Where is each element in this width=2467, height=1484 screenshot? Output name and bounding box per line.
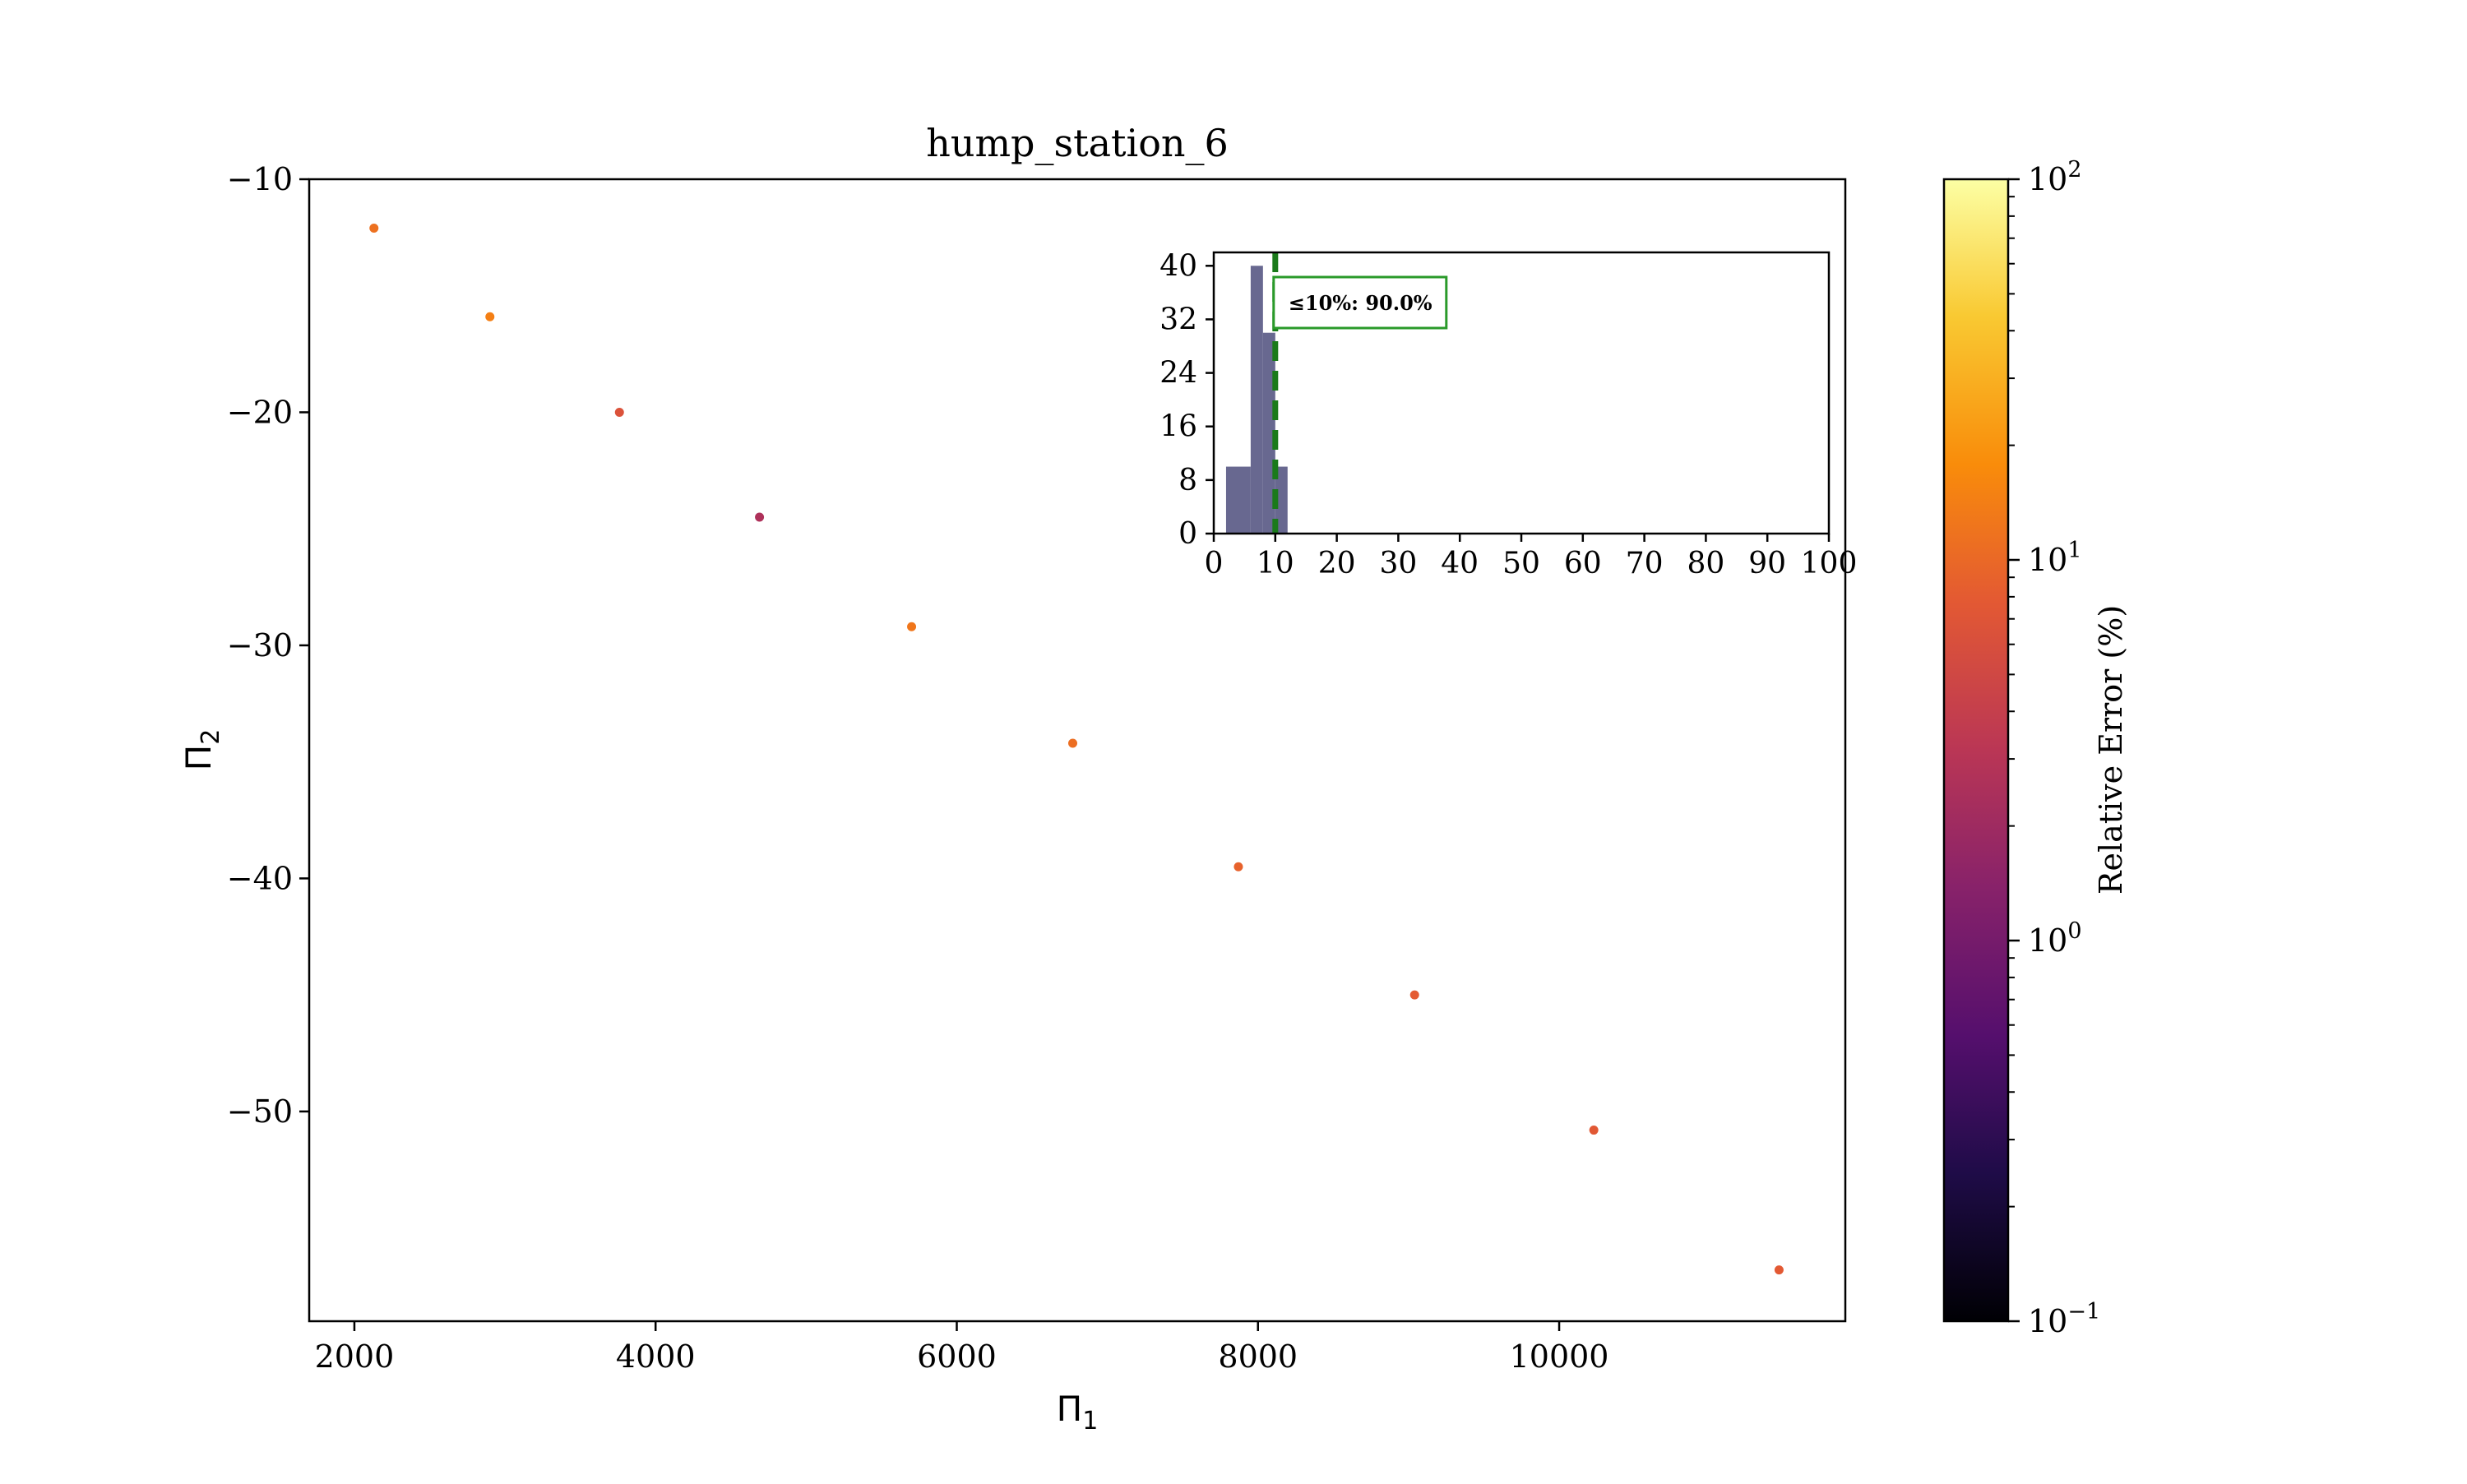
main-scatter-plot: hump_station_6 2000 4000 6000 8000 10000 −10… bbox=[178, 121, 1847, 1435]
y-axis-label: Π2 bbox=[178, 729, 225, 771]
colorbar-gradient bbox=[1944, 179, 2008, 1321]
inset-x-tick-label: 60 bbox=[1564, 547, 1602, 580]
x-tick-label: 6000 bbox=[917, 1338, 997, 1375]
inset-histogram: ≤10%: 90.0% 0 10 20 30 40 50 60 70 80 90 100 0 8 16 2… bbox=[1159, 249, 1857, 580]
scatter-point bbox=[1589, 1126, 1599, 1135]
inset-y-tick-label: 0 bbox=[1178, 517, 1197, 551]
histogram-bar bbox=[1225, 466, 1251, 534]
x-axis-label: Π1 bbox=[1057, 1389, 1099, 1435]
scatter-point bbox=[1774, 1265, 1784, 1275]
inset-x-tick-label: 40 bbox=[1441, 547, 1479, 580]
histogram-bars bbox=[1225, 266, 1288, 534]
histogram-bar bbox=[1250, 266, 1263, 534]
chart-title: hump_station_6 bbox=[926, 121, 1229, 165]
x-tick-label: 8000 bbox=[1218, 1338, 1298, 1375]
colorbar-tick-label: 102 bbox=[2028, 157, 2082, 197]
x-tick-label: 4000 bbox=[616, 1338, 696, 1375]
inset-x-tick-label: 30 bbox=[1379, 547, 1417, 580]
scatter-point bbox=[907, 622, 917, 631]
x-tick-label: 10000 bbox=[1510, 1338, 1609, 1375]
inset-y-tick-label: 24 bbox=[1159, 357, 1197, 391]
x-tick-label: 2000 bbox=[315, 1338, 395, 1375]
colorbar-tick-label: 10−1 bbox=[2028, 1299, 2100, 1339]
main-plot-frame bbox=[308, 178, 1847, 1323]
colorbar-frame bbox=[1942, 178, 2010, 1323]
y-tick-label: −20 bbox=[227, 394, 293, 430]
histogram-bar bbox=[1275, 466, 1288, 534]
y-tick-label: −40 bbox=[227, 860, 293, 896]
colorbar-tick-label: 100 bbox=[2028, 918, 2082, 959]
threshold-annotation: ≤10%: 90.0% bbox=[1289, 291, 1433, 315]
inset-x-tick-label: 100 bbox=[1801, 547, 1858, 580]
y-tick-label: −30 bbox=[227, 627, 293, 663]
scatter-point bbox=[1409, 990, 1419, 1000]
inset-y-ticks: 0 8 16 24 32 40 bbox=[1159, 249, 1214, 551]
scatter-point bbox=[614, 407, 624, 417]
y-axis-ticks: −10 −20 −30 −40 −50 bbox=[227, 161, 309, 1130]
inset-x-tick-label: 20 bbox=[1318, 547, 1356, 580]
y-tick-label: −10 bbox=[227, 161, 293, 197]
inset-x-tick-label: 50 bbox=[1502, 547, 1540, 580]
inset-x-tick-label: 70 bbox=[1626, 547, 1664, 580]
scatter-point bbox=[755, 512, 765, 522]
threshold-annotation-box bbox=[1272, 275, 1448, 330]
colorbar-tick-label: 101 bbox=[2028, 538, 2082, 578]
inset-x-tick-label: 80 bbox=[1687, 547, 1724, 580]
scatter-point bbox=[485, 312, 495, 321]
colorbar-label: Relative Error (%) bbox=[2093, 605, 2129, 895]
colorbar: 102 101 100 10−1 Relative Error (%) bbox=[1942, 157, 2129, 1339]
scatter-point bbox=[1068, 738, 1078, 748]
x-axis-ticks: 2000 4000 6000 8000 10000 bbox=[315, 1321, 1609, 1375]
scatter-point bbox=[369, 224, 379, 233]
inset-x-tick-label: 90 bbox=[1748, 547, 1786, 580]
scatter-point bbox=[1234, 862, 1243, 871]
inset-y-tick-label: 16 bbox=[1159, 410, 1197, 444]
inset-y-tick-label: 40 bbox=[1159, 249, 1197, 283]
inset-x-tick-label: 0 bbox=[1205, 547, 1224, 580]
histogram-bar bbox=[1262, 332, 1275, 534]
inset-x-ticks: 0 10 20 30 40 50 60 70 80 90 100 bbox=[1205, 534, 1858, 580]
scatter-points bbox=[369, 224, 1784, 1275]
inset-y-tick-label: 8 bbox=[1178, 464, 1197, 497]
inset-y-tick-label: 32 bbox=[1159, 303, 1197, 336]
inset-x-tick-label: 10 bbox=[1257, 547, 1294, 580]
colorbar-ticks: 102 101 100 10−1 bbox=[2008, 157, 2100, 1339]
y-tick-label: −50 bbox=[227, 1093, 293, 1130]
